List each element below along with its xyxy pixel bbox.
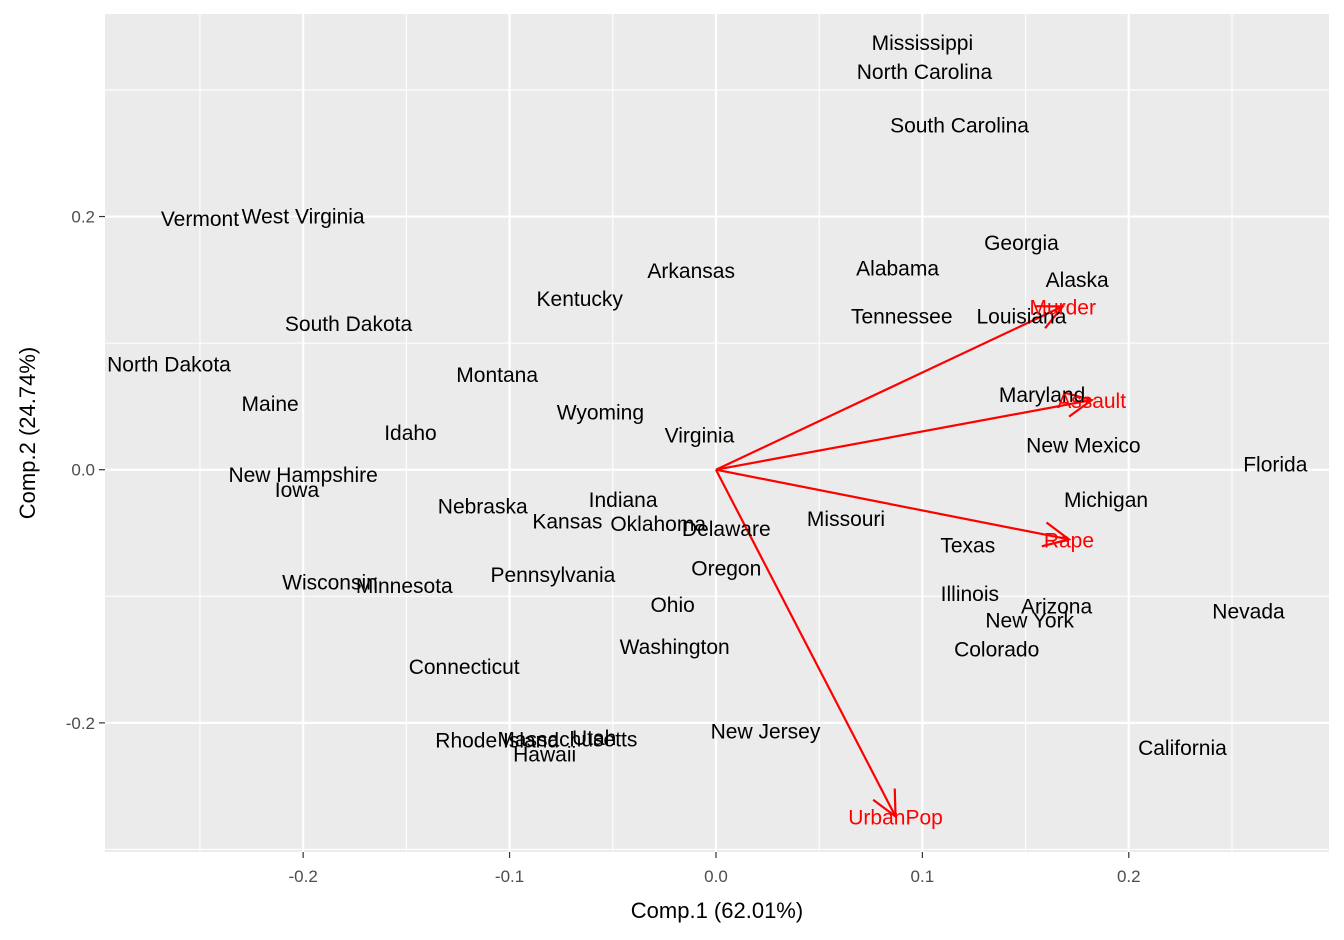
- state-label: Idaho: [384, 422, 437, 445]
- state-label: Michigan: [1064, 489, 1148, 512]
- state-label: Kansas: [532, 511, 602, 534]
- state-label: Iowa: [275, 479, 320, 502]
- loading-arrowhead: [872, 788, 897, 819]
- x-axis: -0.2 -0.1 0.0 0.1 0.2: [289, 852, 1141, 886]
- state-label: Vermont: [161, 208, 239, 231]
- y-axis-title: Comp.2 (24.74%): [15, 347, 40, 519]
- y-tick-label: -0.2: [66, 714, 95, 733]
- state-label: New Mexico: [1026, 435, 1140, 458]
- state-label: Delaware: [682, 518, 771, 541]
- loading-label: UrbanPop: [848, 807, 943, 830]
- state-label: Illinois: [941, 583, 999, 606]
- state-label: Oklahoma: [610, 513, 706, 536]
- x-axis-title: Comp.1 (62.01%): [631, 898, 803, 923]
- state-label: California: [1138, 737, 1227, 760]
- loading-arrowhead: [1064, 391, 1095, 418]
- grid-major: [105, 14, 1329, 852]
- state-label: West Virginia: [242, 206, 365, 229]
- state-label: Kentucky: [537, 288, 624, 311]
- state-labels: Mississippi North Carolina South Carolina V…: [107, 32, 1308, 766]
- state-label: South Carolina: [890, 114, 1029, 137]
- state-label: Pennsylvania: [490, 564, 615, 587]
- loading-label: Assault: [1057, 390, 1126, 413]
- state-label: Wyoming: [557, 402, 644, 425]
- state-label: Georgia: [984, 232, 1059, 255]
- x-tick-label: 0.1: [911, 867, 935, 886]
- state-label: Virginia: [665, 425, 735, 448]
- state-label: Mississippi: [872, 32, 974, 55]
- x-tick-label: 0.0: [704, 867, 728, 886]
- state-label: Alaska: [1046, 269, 1109, 292]
- loading-labels: Murder Assault Rape UrbanPop: [848, 296, 1126, 829]
- loading-arrow: [715, 305, 1064, 471]
- state-label: Hawaii: [513, 744, 576, 767]
- loading-arrow: [715, 399, 1092, 471]
- loading-arrow: [714, 469, 897, 818]
- x-tick-label: -0.2: [289, 867, 318, 886]
- state-label: New York: [985, 609, 1074, 632]
- state-label: Washington: [620, 636, 730, 659]
- state-label: North Carolina: [857, 61, 993, 84]
- state-label: Alabama: [856, 257, 939, 280]
- state-label: North Dakota: [107, 354, 231, 377]
- y-tick-label: 0.2: [71, 208, 95, 227]
- x-tick-label: -0.1: [495, 867, 524, 886]
- state-label: Arkansas: [647, 260, 735, 283]
- loading-label: Rape: [1044, 529, 1094, 552]
- loading-arrows: [714, 305, 1095, 819]
- state-label: Arizona: [1021, 595, 1093, 618]
- state-label: Montana: [456, 364, 538, 387]
- state-label: Nevada: [1212, 600, 1285, 623]
- state-label: Wisconsin: [282, 571, 378, 594]
- loading-arrow: [715, 468, 1070, 541]
- loading-arrowhead: [1041, 521, 1072, 548]
- state-label: Texas: [940, 535, 995, 558]
- state-label: New Jersey: [711, 721, 821, 744]
- state-label: Colorado: [954, 638, 1039, 661]
- state-label: Louisiana: [976, 306, 1066, 329]
- state-label: Minnesota: [356, 575, 453, 598]
- state-label: Tennessee: [851, 306, 953, 329]
- x-tick-label: 0.2: [1117, 867, 1141, 886]
- state-label: Oregon: [691, 557, 761, 580]
- state-label: Missouri: [807, 508, 885, 531]
- state-label: Massachusetts: [497, 728, 637, 751]
- state-label: Rhode Island: [435, 730, 559, 753]
- state-label: Utah: [572, 727, 616, 750]
- state-label: Connecticut: [409, 656, 520, 679]
- loading-arrowhead: [1034, 305, 1066, 329]
- state-label: Florida: [1243, 454, 1308, 477]
- state-label: Ohio: [650, 594, 694, 617]
- state-label: Indiana: [589, 489, 658, 512]
- state-label: Nebraska: [438, 495, 528, 518]
- state-label: South Dakota: [285, 313, 413, 336]
- y-tick-label: 0.0: [71, 461, 95, 480]
- loading-label: Murder: [1029, 296, 1096, 319]
- y-axis: -0.2 0.0 0.2: [66, 208, 105, 733]
- state-label: Maryland: [999, 384, 1085, 407]
- state-label: New Hampshire: [228, 464, 377, 487]
- state-label: Maine: [242, 393, 299, 416]
